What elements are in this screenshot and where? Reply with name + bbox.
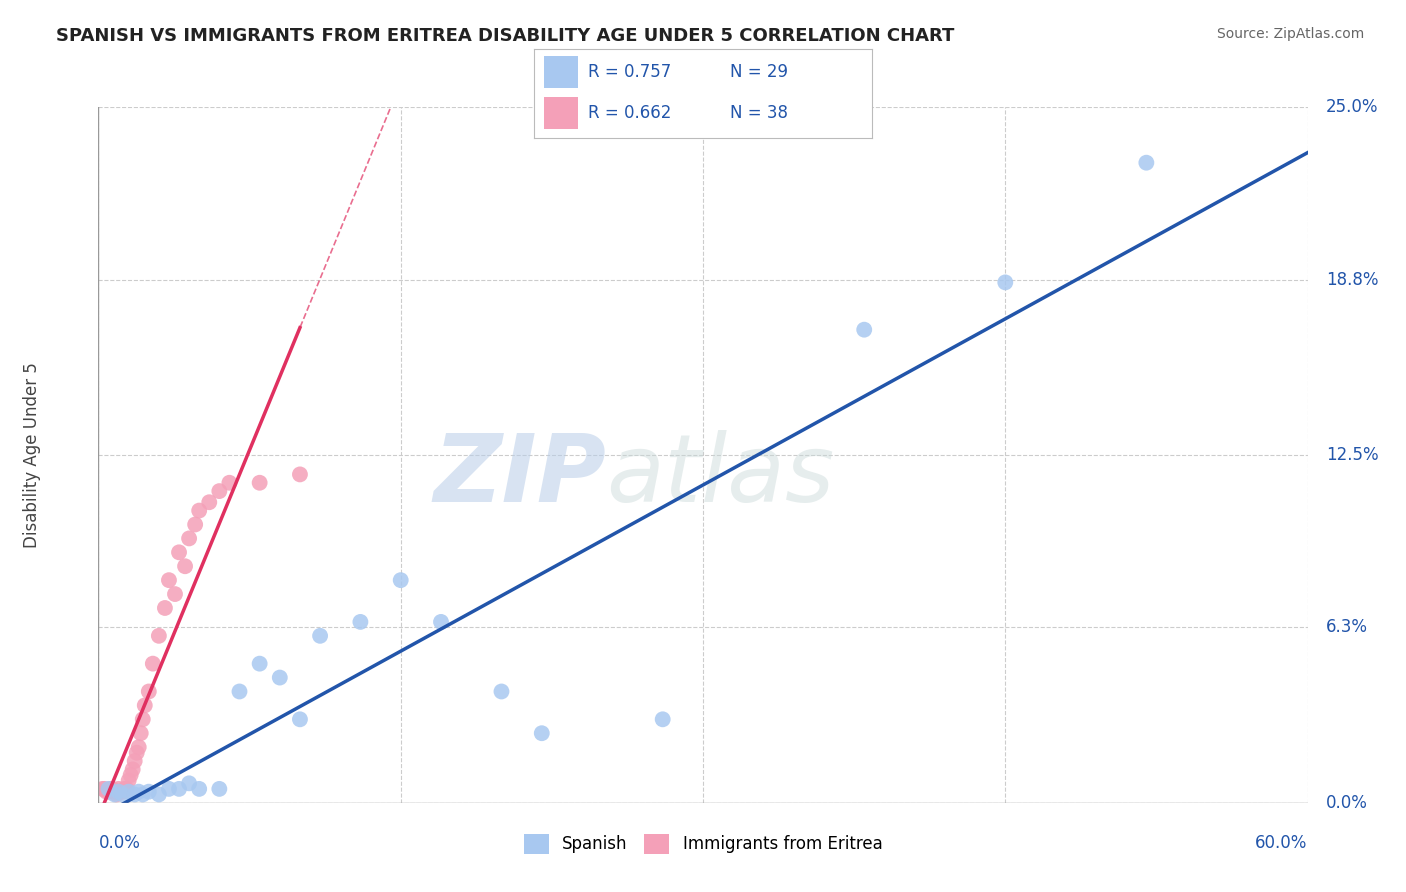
Bar: [544, 97, 578, 129]
Point: [103, 785, 125, 799]
Text: 0.0%: 0.0%: [98, 834, 141, 852]
Point: [198, 495, 221, 509]
Point: [651, 712, 673, 726]
Point: [853, 323, 876, 337]
Point: [118, 773, 141, 788]
Point: [93, 781, 115, 796]
Point: [249, 475, 271, 490]
Text: R = 0.757: R = 0.757: [588, 63, 672, 81]
Point: [148, 629, 170, 643]
Point: [288, 467, 311, 482]
Point: [132, 712, 155, 726]
Point: [208, 484, 231, 499]
Text: 12.5%: 12.5%: [1326, 446, 1378, 464]
Point: [148, 788, 170, 802]
Point: [103, 788, 125, 802]
Text: 6.3%: 6.3%: [1326, 618, 1368, 637]
Text: atlas: atlas: [606, 430, 835, 521]
Bar: [544, 56, 578, 88]
Point: [184, 517, 207, 532]
Text: 0.0%: 0.0%: [1326, 794, 1368, 812]
Point: [128, 740, 150, 755]
Text: 25.0%: 25.0%: [1326, 98, 1378, 116]
Point: [115, 781, 138, 796]
Point: [349, 615, 371, 629]
Text: SPANISH VS IMMIGRANTS FROM ERITREA DISABILITY AGE UNDER 5 CORRELATION CHART: SPANISH VS IMMIGRANTS FROM ERITREA DISAB…: [56, 27, 955, 45]
Point: [124, 788, 146, 802]
Point: [153, 601, 176, 615]
Point: [134, 698, 156, 713]
Point: [389, 573, 412, 587]
Point: [177, 776, 201, 790]
Point: [188, 781, 211, 796]
Point: [157, 573, 180, 587]
Point: [97, 785, 120, 799]
Point: [163, 587, 186, 601]
Point: [120, 768, 142, 782]
Point: [96, 785, 118, 799]
Point: [118, 785, 141, 799]
Point: [188, 503, 211, 517]
Point: [208, 781, 231, 796]
Point: [288, 712, 311, 726]
Point: [97, 781, 120, 796]
Text: 18.8%: 18.8%: [1326, 270, 1378, 289]
Point: [111, 788, 134, 802]
Point: [110, 785, 132, 799]
Text: N = 38: N = 38: [730, 104, 787, 122]
Point: [101, 781, 124, 796]
Point: [430, 615, 453, 629]
Point: [142, 657, 165, 671]
Point: [138, 785, 160, 799]
Point: [249, 657, 271, 671]
Point: [157, 781, 180, 796]
Point: [491, 684, 513, 698]
Point: [177, 532, 201, 546]
Point: [107, 785, 129, 799]
Point: [132, 788, 155, 802]
Point: [111, 785, 134, 799]
Point: [167, 781, 190, 796]
Point: [121, 763, 143, 777]
Point: [309, 629, 332, 643]
Point: [994, 276, 1017, 290]
Legend: Spanish, Immigrants from Eritrea: Spanish, Immigrants from Eritrea: [517, 827, 889, 861]
Point: [138, 684, 160, 698]
Point: [124, 754, 146, 768]
Point: [125, 746, 148, 760]
Point: [100, 781, 122, 796]
Text: R = 0.662: R = 0.662: [588, 104, 672, 122]
Text: Disability Age Under 5: Disability Age Under 5: [22, 362, 41, 548]
Point: [218, 475, 240, 490]
Text: 60.0%: 60.0%: [1256, 834, 1308, 852]
Point: [269, 671, 291, 685]
Text: ZIP: ZIP: [433, 430, 606, 522]
Point: [105, 788, 128, 802]
Point: [129, 726, 152, 740]
Point: [1135, 155, 1157, 169]
Point: [128, 785, 150, 799]
Point: [91, 781, 114, 796]
Point: [167, 545, 190, 559]
Text: N = 29: N = 29: [730, 63, 787, 81]
Point: [114, 781, 136, 796]
Point: [174, 559, 197, 574]
Point: [530, 726, 553, 740]
Point: [107, 781, 129, 796]
Point: [228, 684, 250, 698]
Text: Source: ZipAtlas.com: Source: ZipAtlas.com: [1216, 27, 1364, 41]
